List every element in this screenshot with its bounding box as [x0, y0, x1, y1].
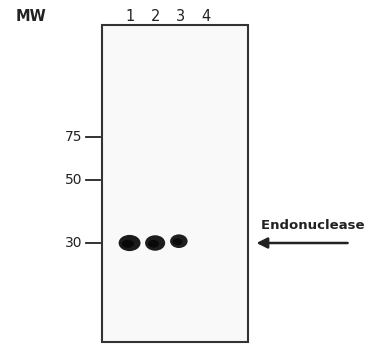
Text: 50: 50 [65, 173, 82, 187]
Ellipse shape [119, 235, 141, 251]
Text: 30: 30 [65, 236, 82, 250]
Bar [102, 25, 248, 342]
Text: 1: 1 [125, 9, 134, 24]
Text: 3: 3 [176, 9, 185, 24]
Text: 4: 4 [201, 9, 211, 24]
Text: 75: 75 [65, 130, 82, 144]
Ellipse shape [122, 240, 134, 248]
Ellipse shape [170, 234, 188, 248]
Ellipse shape [148, 240, 159, 248]
Text: Endonuclease VIII: Endonuclease VIII [261, 219, 365, 232]
Text: 2: 2 [150, 9, 160, 24]
Ellipse shape [145, 235, 165, 251]
Text: MW: MW [16, 9, 46, 24]
Ellipse shape [173, 238, 182, 245]
